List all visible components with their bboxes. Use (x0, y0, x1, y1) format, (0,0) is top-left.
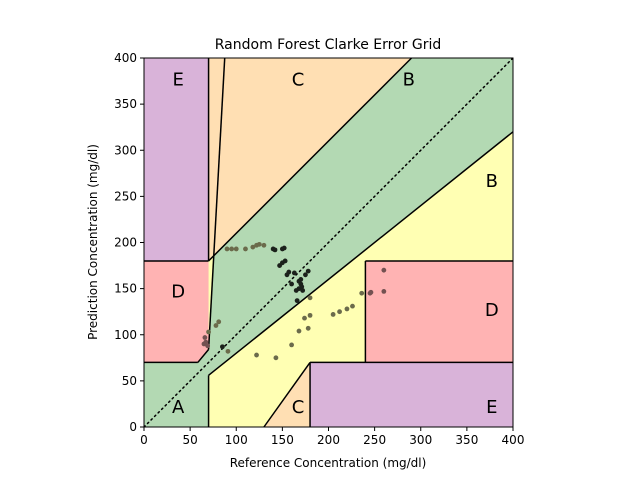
data-point (286, 269, 292, 275)
zone-labels: A B B C C D D E E (171, 69, 499, 417)
zone-boundary-line (208, 131, 514, 376)
data-point (281, 245, 287, 251)
data-point (261, 242, 267, 248)
zone-label-e: E (172, 69, 183, 90)
zone-label-c: C (292, 397, 305, 418)
data-point (294, 298, 300, 304)
data-point (302, 315, 307, 321)
y-axis: 0 50 100 150 200 250 300 350 400 (114, 51, 144, 434)
data-point (381, 288, 387, 294)
data-point (233, 246, 239, 252)
zone-boundary-line (263, 361, 311, 428)
y-tick-label: 200 (114, 236, 137, 250)
y-tick-label: 350 (114, 97, 137, 111)
x-tick-label: 0 (140, 433, 148, 447)
data-point (225, 348, 231, 354)
data-point (229, 246, 235, 252)
y-tick-label: 0 (129, 420, 137, 434)
y-tick-label: 150 (114, 282, 137, 296)
data-point (220, 344, 225, 350)
x-tick-label: 200 (317, 433, 340, 447)
data-point (205, 343, 211, 349)
data-point (282, 258, 288, 264)
data-point (250, 244, 256, 250)
x-tick-label: 350 (455, 433, 478, 447)
x-axis-label: Reference Concentration (mg/dl) (230, 456, 427, 470)
zone-e-lower-region (310, 362, 513, 427)
data-point (307, 295, 313, 301)
zone-label-b: B (486, 171, 498, 192)
x-tick-label: 300 (409, 433, 432, 447)
x-tick-label: 150 (271, 433, 294, 447)
data-point (303, 272, 308, 278)
data-point (224, 246, 230, 252)
data-point (289, 342, 294, 348)
data-points (201, 241, 387, 361)
data-point (272, 247, 278, 253)
x-tick-label: 100 (225, 433, 248, 447)
zone-label-a: A (172, 397, 185, 418)
data-point (305, 325, 311, 331)
data-point (337, 309, 342, 315)
data-point (216, 319, 222, 325)
zone-boundary-line (208, 57, 413, 262)
data-point (344, 306, 350, 312)
data-point (368, 289, 374, 295)
zone-label-d: D (485, 300, 499, 321)
data-point (243, 246, 248, 252)
zone-label-d: D (171, 281, 185, 302)
y-axis-label: Prediction Concentration (mg/dl) (86, 144, 100, 340)
zone-d-left-region (144, 260, 209, 363)
data-point (359, 290, 365, 296)
data-point (202, 335, 208, 340)
zone-boundary-line (197, 349, 210, 363)
data-point (305, 268, 311, 274)
chart-title: Random Forest Clarke Error Grid (215, 37, 441, 53)
zone-label-b: B (403, 69, 415, 90)
y-tick-label: 400 (114, 51, 137, 65)
data-point (273, 355, 279, 361)
zone-boundary-line (207, 57, 226, 350)
data-point (300, 288, 306, 293)
x-tick-label: 400 (502, 433, 525, 447)
zone-label-e: E (486, 397, 497, 418)
data-point (254, 352, 259, 358)
x-tick-label: 50 (182, 433, 197, 447)
zone-boundaries (144, 57, 514, 428)
y-tick-label: 50 (122, 374, 137, 388)
y-tick-label: 250 (114, 189, 137, 203)
data-point (256, 241, 262, 247)
data-point (307, 312, 313, 318)
data-point (213, 323, 219, 328)
data-point (206, 329, 211, 335)
y-tick-label: 300 (114, 143, 137, 157)
identity-line (143, 57, 514, 428)
data-point (381, 267, 387, 273)
zone-label-c: C (292, 69, 305, 90)
x-axis: 0 50 100 150 200 250 300 350 400 (140, 427, 524, 447)
zone-e-upper-region (144, 58, 209, 261)
zone-d-right-region (365, 260, 513, 363)
data-point (330, 312, 336, 317)
data-point (350, 303, 355, 309)
data-point (291, 270, 297, 276)
data-point (203, 339, 209, 345)
data-point (289, 281, 294, 287)
x-tick-label: 250 (363, 433, 386, 447)
data-point (298, 277, 304, 282)
y-tick-label: 100 (114, 328, 137, 342)
data-point (296, 328, 302, 334)
data-point (299, 284, 305, 290)
